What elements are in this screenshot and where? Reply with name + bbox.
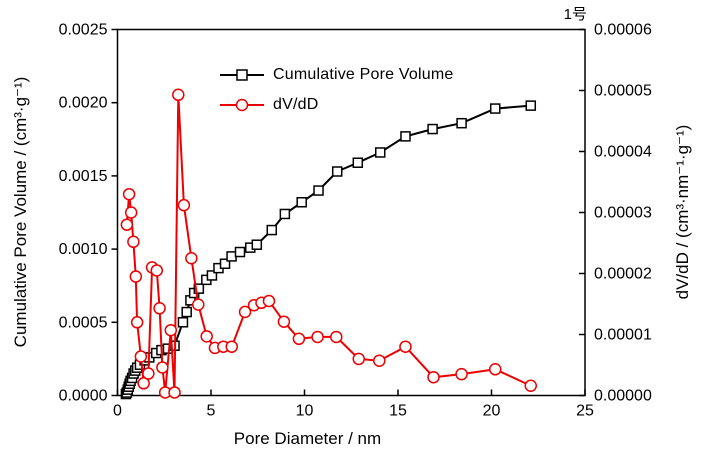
x-tick-label: 25 <box>576 403 594 420</box>
series-marker-square <box>352 157 364 168</box>
series-marker-circle <box>185 252 198 265</box>
series-marker-square <box>177 317 189 328</box>
series-marker-circle <box>399 340 412 353</box>
series-marker-circle <box>225 340 239 353</box>
series-marker-circle <box>330 330 343 344</box>
series-marker-circle <box>177 198 191 212</box>
series-marker-circle <box>262 294 276 308</box>
series-marker-square <box>400 131 411 142</box>
series-marker-circle <box>120 218 134 231</box>
y-left-tick-label: 0.0010 <box>59 241 108 258</box>
series-marker-square <box>206 270 218 281</box>
x-tick-label: 20 <box>483 403 501 420</box>
series-marker-square <box>234 246 246 258</box>
series-marker-circle <box>168 386 181 399</box>
series-marker-circle <box>488 363 502 376</box>
x-tick-label: 10 <box>296 403 314 420</box>
chart-title: 1号 <box>563 6 587 23</box>
series-marker-circle <box>311 330 324 344</box>
y-axis-left-label: Cumulative Pore Volume / (cm³·g⁻¹) <box>11 76 30 348</box>
y-right-tick-label: 0.00003 <box>594 205 652 222</box>
square-marker-icon <box>220 69 264 81</box>
series-marker-square <box>374 147 386 158</box>
series-marker-square <box>489 103 501 114</box>
y-right-tick-label: 0.00006 <box>594 22 652 39</box>
series-marker-circle <box>524 379 538 392</box>
x-tick-label: 5 <box>207 403 216 420</box>
legend-item-cumulative-pore-volume: Cumulative Pore Volume <box>219 60 454 90</box>
series-marker-circle <box>427 370 440 384</box>
y-left-tick-label: 0.0005 <box>59 314 108 331</box>
series-marker-circle <box>200 330 213 343</box>
series-marker-circle <box>277 315 291 328</box>
y-left-tick-label: 0.0025 <box>59 22 108 39</box>
series-marker-square <box>266 224 278 236</box>
x-tick-label: 0 <box>113 403 122 420</box>
series-line-0 <box>125 104 531 395</box>
series-marker-circle <box>153 302 166 315</box>
series-line-1 <box>125 93 532 394</box>
series-marker-square <box>331 166 343 177</box>
series-marker-square <box>427 123 438 135</box>
series-marker-circle <box>156 361 169 374</box>
series-marker-circle <box>134 350 148 363</box>
series-marker-circle <box>352 352 365 366</box>
y-left-tick-label: 0.0000 <box>59 388 108 405</box>
plot-frame <box>116 28 586 397</box>
y-right-tick-label: 0.00005 <box>594 83 652 100</box>
y-right-tick-label: 0.00000 <box>594 388 652 405</box>
x-axis-label: Pore Diameter / nm <box>233 429 382 448</box>
legend-label: dV/dD <box>273 96 319 113</box>
series-marker-circle <box>164 323 178 337</box>
circle-marker-icon <box>220 98 264 112</box>
legend-item-dvdd: dV/dD <box>219 90 454 120</box>
y-right-tick-label: 0.00002 <box>594 266 652 283</box>
y-axis-right-label: dV/dD / (cm³·nm⁻¹·g⁻¹) <box>673 124 692 300</box>
series-marker-square <box>193 283 205 294</box>
series-marker-circle <box>192 298 205 311</box>
series-marker-square <box>456 117 467 129</box>
series-marker-circle <box>137 377 150 390</box>
y-left-tick-label: 0.0015 <box>59 168 108 185</box>
series-marker-square <box>251 239 263 250</box>
series-marker-circle <box>292 332 306 346</box>
series-marker-circle <box>238 305 252 319</box>
series-marker-circle <box>130 316 144 329</box>
legend: Cumulative Pore Volume dV/dD <box>219 60 454 120</box>
series-marker-square <box>296 197 307 208</box>
series-marker-circle <box>142 367 155 380</box>
series-marker-circle <box>150 264 164 277</box>
series-marker-square <box>181 306 192 318</box>
y-left-tick-label: 0.0020 <box>59 95 108 112</box>
series-marker-square <box>219 258 231 269</box>
legend-label: Cumulative Pore Volume <box>273 66 454 83</box>
series-marker-square <box>226 251 237 262</box>
x-tick-label: 15 <box>389 403 407 420</box>
series-marker-square <box>525 100 537 111</box>
series-marker-circle <box>455 367 468 381</box>
y-right-tick-label: 0.00001 <box>594 327 652 344</box>
series-marker-square <box>313 185 324 196</box>
series-marker-circle <box>172 88 185 102</box>
series-marker-circle <box>127 235 140 249</box>
y-right-tick-label: 0.00004 <box>594 144 652 161</box>
series-marker-square <box>279 208 291 220</box>
series-marker-circle <box>122 187 136 201</box>
series-marker-circle <box>373 354 386 367</box>
series-marker-circle <box>129 270 143 283</box>
series-marker-circle <box>124 206 138 219</box>
